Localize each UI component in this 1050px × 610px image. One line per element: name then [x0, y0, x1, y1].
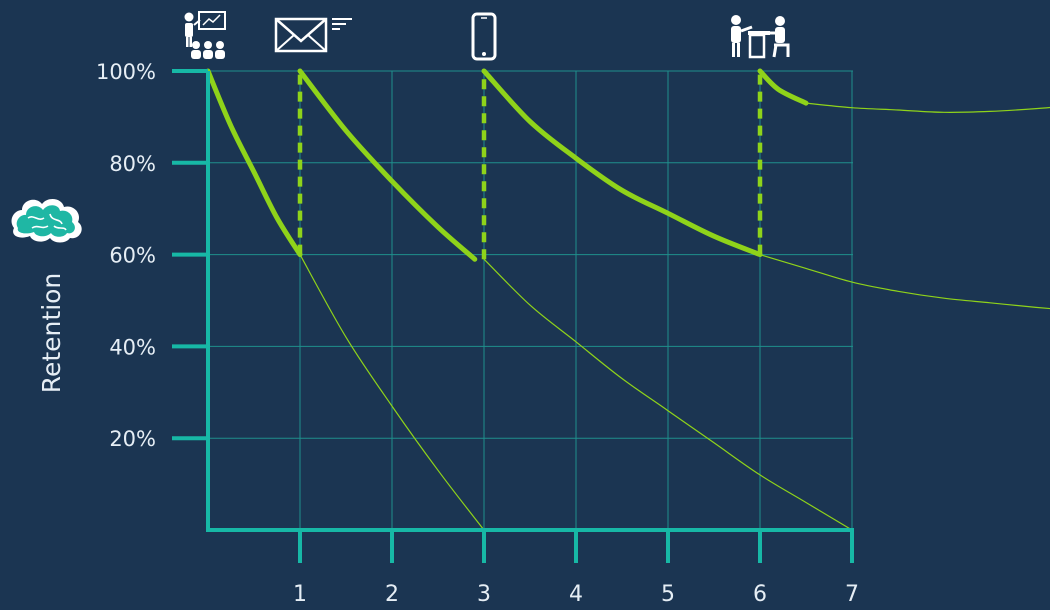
forgetting-curve-thin [483, 258, 853, 531]
x-tick-label: 1 [293, 582, 307, 606]
retention-curve-bold [757, 68, 809, 106]
icons [11, 11, 790, 243]
forgetting-curve-thin [805, 102, 1050, 113]
retention-curve-bold [205, 68, 303, 258]
meeting-icon [731, 15, 790, 59]
retention-curve-bold [481, 68, 763, 258]
review-lines [297, 71, 763, 260]
x-tick-label: 2 [385, 582, 399, 606]
x-tick-label: 3 [477, 582, 491, 606]
forgetting-curve-thin [299, 254, 485, 531]
y-tick-label: 100% [96, 60, 156, 84]
y-tick-label: 80% [109, 152, 156, 176]
x-tick-label: 4 [569, 582, 583, 606]
y-tick-label: 40% [109, 335, 156, 359]
presentation-icon [184, 11, 226, 59]
retention-curve-bold [297, 68, 478, 262]
y-tick-label: 60% [109, 244, 156, 268]
brain-icon [11, 198, 82, 243]
y-tick-label: 20% [109, 427, 156, 451]
axes: 20% 40% 60% 80% 100% 1 2 3 4 5 6 7 [96, 60, 859, 607]
y-axis-label: Retention [37, 273, 66, 394]
x-tick-label: 6 [753, 582, 767, 606]
x-tick-label: 5 [661, 582, 675, 606]
series-layer [205, 68, 1050, 531]
forgetting-curve-thin [759, 254, 1050, 310]
grid [208, 70, 853, 530]
email-icon [274, 17, 352, 53]
mobile-phone-icon [471, 12, 497, 61]
x-tick-label: 7 [845, 582, 859, 606]
